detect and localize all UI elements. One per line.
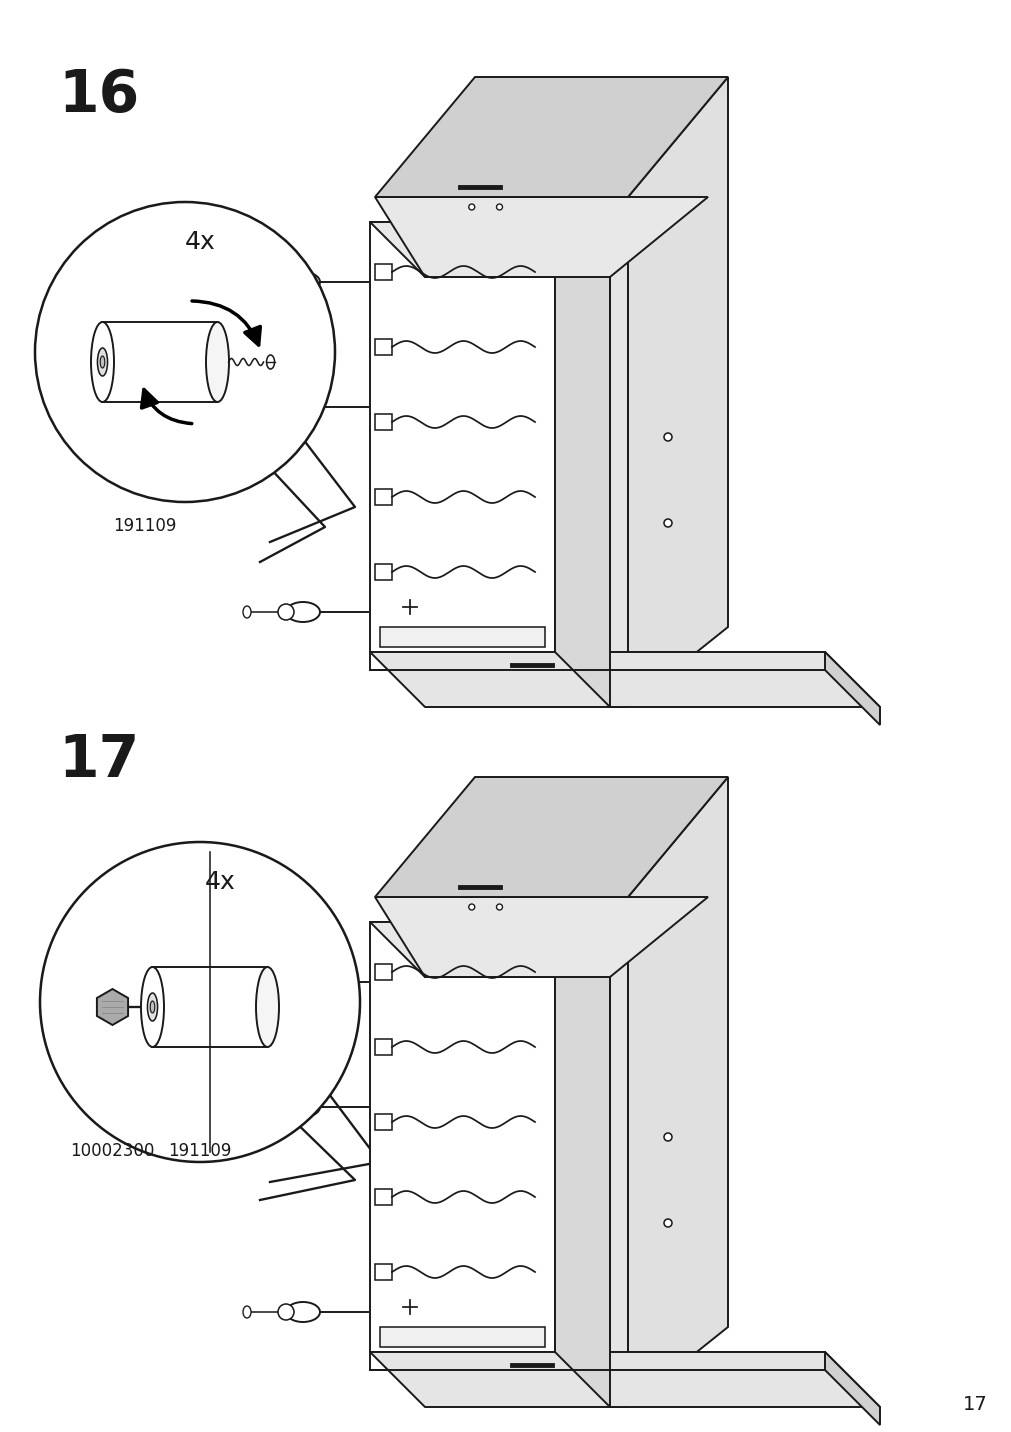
Polygon shape	[370, 1352, 824, 1370]
Circle shape	[663, 518, 671, 527]
Circle shape	[468, 203, 474, 211]
Polygon shape	[370, 222, 554, 652]
Polygon shape	[628, 77, 727, 707]
Ellipse shape	[100, 357, 105, 368]
Circle shape	[663, 432, 671, 441]
Polygon shape	[375, 896, 708, 977]
Polygon shape	[375, 564, 391, 580]
Polygon shape	[370, 652, 824, 670]
Bar	[102, 322, 217, 402]
Polygon shape	[628, 778, 727, 1408]
Text: 10002300: 10002300	[70, 1141, 155, 1160]
Ellipse shape	[243, 1306, 251, 1317]
Polygon shape	[375, 414, 391, 430]
Polygon shape	[375, 488, 391, 505]
Polygon shape	[375, 964, 391, 979]
Text: 16: 16	[58, 67, 140, 125]
Ellipse shape	[286, 601, 319, 621]
Text: 4x: 4x	[184, 231, 215, 253]
Circle shape	[663, 1133, 671, 1141]
Polygon shape	[370, 922, 554, 1352]
Circle shape	[278, 400, 294, 415]
Ellipse shape	[141, 967, 164, 1047]
Polygon shape	[375, 1189, 391, 1204]
Ellipse shape	[286, 272, 319, 292]
Polygon shape	[375, 263, 391, 281]
Bar	[153, 967, 267, 1047]
Ellipse shape	[266, 355, 274, 369]
Polygon shape	[824, 652, 880, 725]
Circle shape	[40, 842, 360, 1161]
Ellipse shape	[148, 992, 158, 1021]
Polygon shape	[375, 778, 727, 896]
Polygon shape	[370, 922, 610, 977]
Polygon shape	[370, 222, 610, 276]
Ellipse shape	[286, 972, 319, 992]
Polygon shape	[97, 990, 128, 1025]
Ellipse shape	[206, 322, 228, 402]
Polygon shape	[375, 198, 708, 276]
Polygon shape	[375, 1114, 391, 1130]
Circle shape	[496, 203, 502, 211]
Bar	[379, 1327, 545, 1348]
Text: 4x: 4x	[204, 871, 236, 894]
Polygon shape	[610, 896, 628, 1408]
Ellipse shape	[243, 276, 251, 288]
Ellipse shape	[97, 348, 107, 377]
Polygon shape	[375, 1040, 391, 1055]
Polygon shape	[610, 198, 628, 707]
Text: 17: 17	[961, 1395, 987, 1413]
Ellipse shape	[243, 401, 251, 412]
Circle shape	[278, 974, 294, 990]
Circle shape	[278, 604, 294, 620]
Circle shape	[278, 1098, 294, 1116]
Ellipse shape	[286, 1302, 319, 1322]
Polygon shape	[554, 922, 610, 1408]
Ellipse shape	[256, 967, 279, 1047]
Ellipse shape	[286, 397, 319, 417]
Circle shape	[278, 1305, 294, 1320]
Circle shape	[496, 904, 502, 909]
Text: 191109: 191109	[168, 1141, 232, 1160]
Polygon shape	[370, 652, 880, 707]
Ellipse shape	[243, 606, 251, 619]
Text: 17: 17	[58, 732, 140, 789]
Ellipse shape	[286, 1097, 319, 1117]
Ellipse shape	[150, 1001, 155, 1012]
Circle shape	[663, 1219, 671, 1227]
Polygon shape	[824, 1352, 880, 1425]
Circle shape	[468, 904, 474, 909]
Polygon shape	[375, 339, 391, 355]
Polygon shape	[375, 77, 727, 198]
Ellipse shape	[243, 977, 251, 988]
Bar	[379, 627, 545, 647]
Circle shape	[35, 202, 335, 503]
Ellipse shape	[91, 322, 114, 402]
Text: 191109: 191109	[113, 517, 177, 536]
Polygon shape	[554, 222, 610, 707]
Polygon shape	[375, 1264, 391, 1280]
Circle shape	[278, 274, 294, 291]
Ellipse shape	[243, 1101, 251, 1113]
Polygon shape	[370, 1352, 880, 1408]
